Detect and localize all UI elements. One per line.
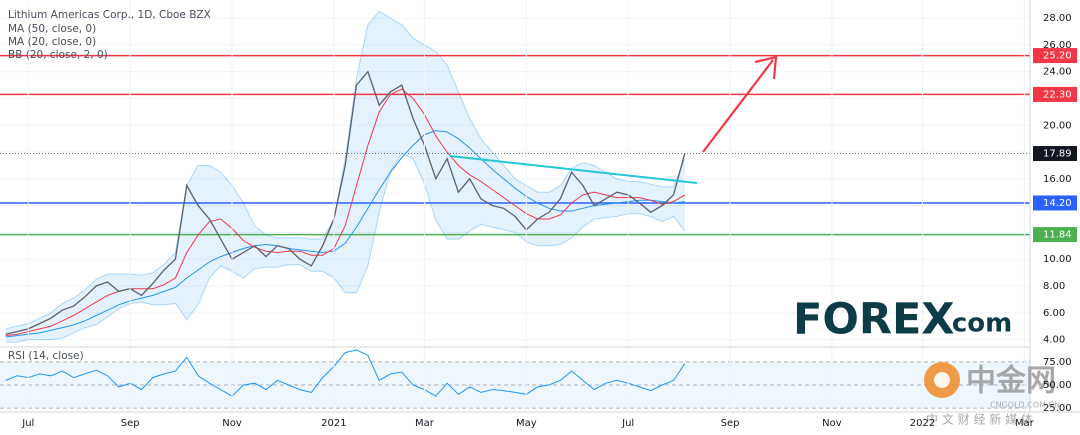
x-tick-label: Jul	[621, 418, 634, 429]
legend-entry: MA (50, close, 0)	[8, 23, 96, 35]
logo-suffix: .com	[942, 309, 1012, 339]
legend-entry: MA (20, close, 0)	[8, 36, 96, 48]
legend-entry: BB (20, close, 2, 0)	[8, 49, 108, 61]
x-tick-label: 2021	[321, 418, 346, 429]
arrow-head	[754, 55, 778, 80]
y-tick-label: 75.00	[1043, 357, 1072, 368]
rsi-title: RSI (14, close)	[8, 350, 84, 362]
plot-layer	[0, 0, 1030, 412]
price-line	[5, 70, 686, 335]
y-tick-label: 4.00	[1043, 335, 1065, 346]
level-label: 25.20	[1043, 51, 1072, 62]
moving-average	[5, 130, 685, 338]
x-tick-label: Mar	[415, 418, 435, 429]
level-label: 14.20	[1043, 198, 1072, 209]
watermark-domain: CNGOLD.COM.CN	[990, 401, 1060, 410]
rsi-line	[5, 349, 686, 397]
arrow-shaft	[702, 59, 774, 153]
chart-title: Lithium Americas Corp., 1D, Cboe BZX	[8, 9, 211, 21]
watermark-tagline: 中 文 财 经 新 媒 体	[926, 412, 1033, 427]
x-tick-label: 2022	[910, 418, 935, 429]
y-tick-label: 6.00	[1043, 308, 1065, 319]
y-tick-label: 25.00	[1043, 403, 1072, 414]
level-label-bg	[1033, 146, 1077, 162]
x-tick-label: May	[516, 418, 537, 429]
x-tick-label: Sep	[721, 418, 740, 429]
y-tick-label: 50.00	[1043, 380, 1072, 391]
x-tick-label: Sep	[121, 418, 140, 429]
watermark-name: 中金网	[966, 364, 1056, 399]
y-tick-label: 24.00	[1043, 67, 1072, 78]
bollinger-lower	[5, 152, 686, 343]
x-tick-label: Jul	[21, 418, 34, 429]
y-tick-label: 8.00	[1043, 281, 1065, 292]
level-label-bg	[1033, 48, 1077, 64]
x-tick-label: Nov	[222, 418, 242, 429]
y-tick-label: 20.00	[1043, 120, 1072, 131]
level-label-bg	[1033, 227, 1077, 243]
y-tick-label: 16.00	[1043, 174, 1072, 185]
x-tick-label: Nov	[822, 418, 842, 429]
y-tick-label: 28.00	[1043, 13, 1072, 24]
level-label-bg	[1033, 86, 1077, 102]
trend-line	[449, 155, 698, 184]
level-label: 17.89	[1043, 149, 1072, 160]
level-label: 22.30	[1043, 89, 1072, 100]
logo: FOREX	[793, 295, 955, 345]
x-tick-label: Mar	[1015, 418, 1035, 429]
watermark-icon-inner	[934, 372, 950, 388]
y-tick-label: 26.00	[1043, 40, 1072, 51]
bollinger-upper	[5, 10, 686, 330]
y-tick-label: 10.00	[1043, 254, 1072, 265]
axis-layer: 4.006.008.0010.0012.0014.0016.0018.0020.…	[21, 13, 1077, 429]
level-label: 11.84	[1043, 230, 1072, 241]
level-label-bg	[1033, 195, 1077, 211]
